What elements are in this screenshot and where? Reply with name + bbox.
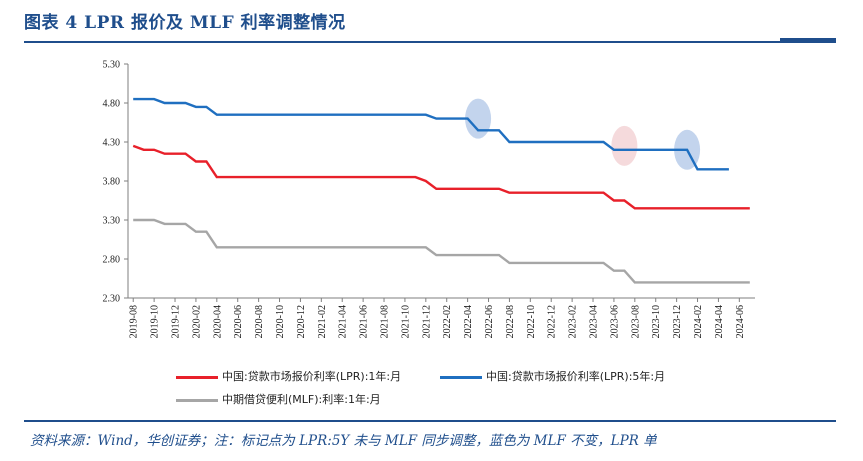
x-tick-label: 2022-04 — [463, 305, 474, 338]
x-tick-label: 2019-12 — [171, 305, 182, 338]
x-tick-label: 2020-04 — [212, 305, 223, 338]
x-tick-label: 2021-06 — [359, 305, 370, 338]
legend-item-mlf: 中期借贷便利(MLF):利率:1年:月 — [176, 391, 381, 407]
y-tick-label: 3.80 — [103, 177, 121, 188]
title-rule — [24, 41, 836, 43]
x-tick-label: 2020-02 — [191, 305, 202, 338]
legend-swatch-mlf — [176, 398, 218, 402]
x-tick-label: 2022-08 — [505, 305, 516, 338]
x-tick-label: 2021-12 — [421, 305, 432, 338]
y-tick-label: 5.30 — [103, 60, 121, 71]
x-tick-label: 2021-04 — [338, 305, 349, 338]
x-tick-label: 2021-10 — [400, 305, 411, 338]
series-layer — [132, 97, 750, 284]
title-rule-accent — [780, 38, 836, 41]
legend-swatch-lpr5y — [440, 375, 482, 379]
axes: 5.30 4.80 4.30 3.80 3.30 2.80 2.30 2019-08 2019-… — [103, 60, 755, 338]
marker-layer — [465, 98, 701, 170]
x-tick-label: 2023-04 — [589, 305, 600, 338]
x-tick-label: 2019-10 — [150, 305, 161, 338]
legend-label-lpr1y: 中国:贷款市场报价利率(LPR):1年:月 — [222, 370, 402, 383]
chart-title: 图表 4 LPR 报价及 MLF 利率调整情况 — [24, 13, 346, 33]
x-tick-label: 2022-02 — [442, 305, 453, 338]
x-tick-label: 2021-02 — [317, 305, 328, 338]
y-tick-label: 3.30 — [103, 216, 121, 227]
x-tick-label: 2020-06 — [233, 305, 244, 338]
x-tick-label: 2024-02 — [693, 305, 704, 338]
legend-label-mlf: 中期借贷便利(MLF):利率:1年:月 — [222, 393, 381, 406]
source-note: 资料来源：Wind，华创证券；注：标记点为 LPR:5Y 未与 MLF 同步调整… — [30, 433, 657, 449]
footer-rule — [24, 420, 836, 422]
series-line-mlf — [133, 218, 750, 284]
marker-ellipse-1 — [611, 125, 638, 166]
legend-label-lpr5y: 中国:贷款市场报价利率(LPR):5年:月 — [486, 370, 666, 383]
legend-item-lpr1y: 中国:贷款市场报价利率(LPR):1年:月 — [176, 368, 401, 384]
marker-ellipse-0 — [465, 98, 492, 139]
x-tick-label: 2023-10 — [651, 305, 662, 338]
x-tick-label: 2020-10 — [275, 305, 286, 338]
x-tick-label: 2020-12 — [296, 305, 307, 338]
x-tick-label: 2021-08 — [380, 305, 391, 338]
x-tick-label: 2024-06 — [735, 305, 746, 338]
legend-swatch-lpr1y — [176, 375, 218, 379]
legend-item-lpr5y: 中国:贷款市场报价利率(LPR):5年:月 — [440, 368, 665, 384]
x-tick-label: 2024-04 — [714, 305, 725, 338]
y-tick-label: 4.80 — [103, 99, 121, 110]
x-tick-label: 2019-08 — [129, 305, 140, 338]
series-line-lpr5y — [133, 97, 729, 171]
x-tick-label: 2023-08 — [630, 305, 641, 338]
x-tick-label: 2022-10 — [526, 305, 537, 338]
series-line-lpr1y — [132, 144, 750, 210]
y-tick-label: 4.30 — [103, 138, 121, 149]
x-tick-label: 2022-12 — [547, 305, 558, 338]
x-tick-label: 2023-06 — [609, 305, 620, 338]
y-tick-label: 2.80 — [103, 255, 121, 266]
x-tick-label: 2023-02 — [568, 305, 579, 338]
x-tick-label: 2020-08 — [254, 305, 265, 338]
x-tick-label: 2022-06 — [484, 305, 495, 338]
y-tick-label: 2.30 — [103, 294, 121, 305]
x-tick-label: 2023-12 — [672, 305, 683, 338]
